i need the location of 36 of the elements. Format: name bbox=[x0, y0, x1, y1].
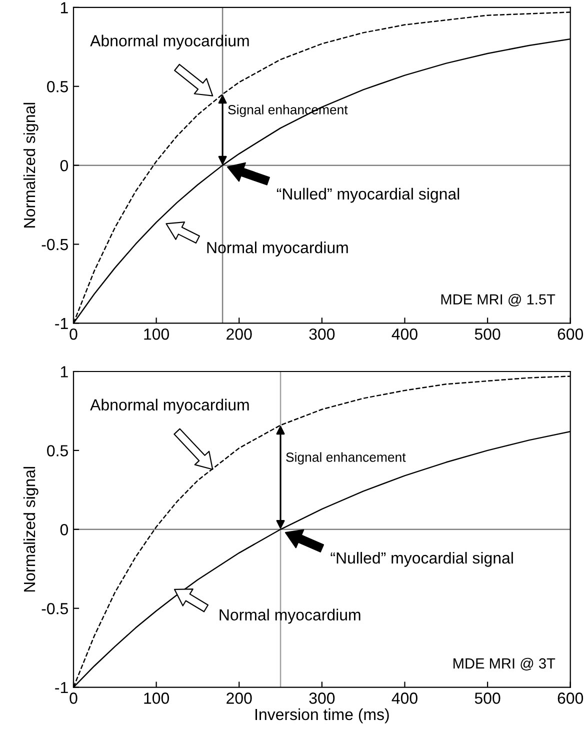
y-tick-label: 1 bbox=[60, 2, 68, 14]
y-tick-label: -1 bbox=[55, 318, 68, 329]
annotation: MDE MRI @ 3T bbox=[454, 658, 556, 670]
x-tick-label: 600 bbox=[558, 328, 584, 340]
x-tick-label: 400 bbox=[392, 692, 418, 704]
y-tick-label: 0 bbox=[60, 524, 68, 536]
x-tick-label: 600 bbox=[558, 692, 584, 704]
annotation: Normal myocardium bbox=[220, 608, 360, 624]
annotation: Signal enhancement bbox=[286, 452, 406, 464]
x-tick-label: 0 bbox=[70, 328, 78, 340]
annotation: Normal myocardium bbox=[207, 242, 348, 256]
x-tick-label: 400 bbox=[392, 328, 418, 340]
x-tick-label: 300 bbox=[309, 692, 335, 704]
x-tick-label: 100 bbox=[144, 692, 170, 704]
y-tick-label: 0.5 bbox=[47, 81, 68, 92]
x-tick-label: 500 bbox=[474, 692, 500, 704]
annotation: “Nulled” myocardial signal bbox=[330, 552, 513, 567]
y-axis-title: Normalized signal bbox=[23, 466, 38, 592]
y-tick-label: 0.5 bbox=[47, 445, 68, 456]
x-tick-label: 200 bbox=[226, 692, 252, 704]
x-axis-title: Inversion time (ms) bbox=[256, 708, 389, 724]
y-axis-title: Normalized signal bbox=[23, 102, 38, 228]
y-tick-label: 1 bbox=[60, 366, 68, 378]
annotation: “Nulled” myocardial signal bbox=[276, 188, 460, 203]
y-tick-label: 0 bbox=[60, 160, 68, 172]
y-tick-label: -0.5 bbox=[42, 238, 68, 250]
y-tick-label: -1 bbox=[55, 682, 68, 694]
annotation: MDE MRI @ 1.5T bbox=[441, 294, 556, 306]
annotation: Abnormal myocardium bbox=[90, 34, 249, 50]
x-tick-label: 500 bbox=[474, 328, 500, 340]
y-tick-label: -0.5 bbox=[42, 602, 68, 614]
x-tick-label: 200 bbox=[226, 328, 252, 340]
x-tick-label: 100 bbox=[144, 328, 170, 340]
x-tick-label: 0 bbox=[70, 692, 78, 704]
x-tick-label: 300 bbox=[309, 328, 335, 340]
annotation: Abnormal myocardium bbox=[90, 398, 249, 414]
